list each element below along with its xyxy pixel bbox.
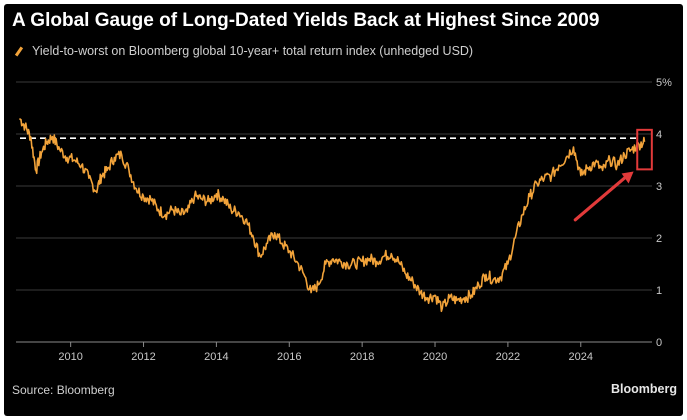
x-tick-label: 2022: [496, 351, 520, 363]
arrow-shaft: [573, 173, 630, 222]
legend: Yield-to-worst on Bloomberg global 10-ye…: [14, 44, 473, 58]
axes: [16, 341, 652, 347]
arrow-head-icon: [621, 171, 634, 184]
x-tick-label: 2020: [423, 351, 447, 363]
x-tick-label: 2018: [350, 351, 374, 363]
legend-label: Yield-to-worst on Bloomberg global 10-ye…: [32, 44, 474, 58]
y-tick-label: 1: [656, 285, 662, 297]
y-tick-label: 5%: [656, 77, 672, 89]
brand-logo: Bloomberg: [611, 382, 677, 396]
x-tick-label: 2016: [277, 351, 301, 363]
x-tick-label: 2010: [58, 351, 82, 363]
series-line: [18, 117, 646, 313]
tick-labels: 0 1 2 3 4 5% 2010 2012 2014 2016 2018 2020 2022 2024: [58, 77, 672, 363]
x-tick-label: 2024: [569, 351, 593, 363]
x-tick-label: 2012: [131, 351, 155, 363]
source-note: Source: Bloomberg: [12, 383, 115, 397]
gridlines: [16, 81, 652, 291]
y-tick-label: 2: [656, 233, 662, 245]
chart-title: A Global Gauge of Long-Dated Yields Back…: [12, 10, 600, 31]
x-tick-label: 2014: [204, 351, 228, 363]
y-tick-label: 0: [656, 337, 662, 349]
chart-frame: [4, 4, 683, 416]
y-tick-label: 4: [656, 129, 662, 141]
highlight-box: [636, 128, 653, 171]
y-tick-label: 3: [656, 181, 662, 193]
annotations: [573, 128, 653, 222]
